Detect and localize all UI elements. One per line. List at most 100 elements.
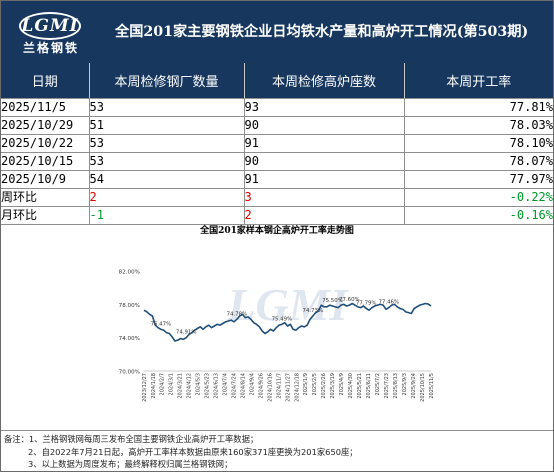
- cell-rate-change: -0.22%: [404, 188, 553, 207]
- cell-mills-change: -1: [89, 206, 245, 225]
- chart-watermark: LGMI: [226, 279, 349, 330]
- x-tick-label: 2025/3/19: [330, 373, 336, 399]
- x-tick-label: 2025/4/30: [348, 373, 354, 399]
- data-label: 75.50%: [322, 298, 343, 304]
- x-tick-label: 2025/2/5: [312, 373, 318, 395]
- x-tick-label: 2025/6/11: [366, 373, 372, 399]
- x-tick-label: 2024/4/12: [187, 373, 193, 399]
- x-tick-label: 2025/9/3: [402, 373, 408, 395]
- x-tick-label: 2024/11/7: [276, 373, 282, 399]
- y-tick-label: 82.00%: [119, 270, 140, 276]
- table-row: 2025/10/29 51 90 78.03%: [1, 116, 553, 135]
- cell-mills: 53: [89, 134, 245, 153]
- cell-furnaces-change: 2: [244, 206, 405, 225]
- cell-date: 2025/10/29: [1, 116, 90, 135]
- footnote-2: 2、自2022年7月21日起，高炉开工率样本数据由原来160家371座更换为20…: [28, 446, 358, 457]
- x-tick-label: 2024/5/23: [205, 373, 211, 399]
- cell-change-label: 月环比: [1, 206, 90, 225]
- data-label: 77.46%: [379, 300, 400, 306]
- cell-date: 2025/11/5: [1, 98, 90, 117]
- table-row: 2025/10/9 54 91 77.97%: [1, 170, 553, 189]
- cell-furnaces: 91: [244, 134, 405, 153]
- report-header: LGMI 兰格钢铁 全国201家主要钢铁企业日均铁水产量和高炉开工情况(第503…: [1, 1, 553, 63]
- column-header-rate: 本周开工率: [404, 63, 553, 99]
- report-title: 全国201家主要钢铁企业日均铁水产量和高炉开工情况(第503期): [115, 24, 529, 40]
- x-tick-label: 2025/7/2: [375, 373, 381, 395]
- cell-rate: 78.07%: [404, 152, 553, 171]
- cell-furnaces-change: 3: [244, 188, 405, 207]
- x-tick-label: 2024/8/14: [240, 373, 246, 399]
- cell-mills: 53: [89, 98, 245, 117]
- x-tick-label: 2024/7/24: [231, 373, 237, 399]
- blast-furnace-table: 日期 本周检修钢厂数量 本周检修高炉座数 本周开工率 2025/11/5 53 …: [1, 63, 553, 225]
- y-tick-label: 74.00%: [119, 336, 140, 342]
- x-tick-label: 2024/10/16: [267, 373, 273, 402]
- x-tick-label: 2023/12/27: [142, 373, 148, 402]
- chart-panel: 全国201家样本钢企高炉开工率走势图 LGMI 70.00% 74.00% 78.00…: [1, 213, 553, 427]
- cell-mills: 53: [89, 152, 245, 171]
- x-tick-label: 2024/2/7: [160, 373, 166, 395]
- data-label: 75.49%: [272, 316, 293, 322]
- cell-mills-change: 2: [89, 188, 245, 207]
- series-line: [143, 302, 432, 342]
- cell-rate: 77.81%: [404, 98, 553, 117]
- x-tick-label: 2024/7/4: [223, 373, 229, 395]
- x-tick-label: 2025/9/24: [411, 373, 417, 399]
- cell-furnaces: 90: [244, 116, 405, 135]
- data-label: 77.60%: [339, 297, 360, 303]
- cell-mills: 51: [89, 116, 245, 135]
- cell-mills: 54: [89, 170, 245, 189]
- cell-rate: 78.03%: [404, 116, 553, 135]
- cell-furnaces: 91: [244, 170, 405, 189]
- data-label: 77.81%: [424, 217, 445, 219]
- table-row: 2025/10/15 53 90 78.07%: [1, 152, 553, 171]
- cell-change-label: 周环比: [1, 188, 90, 207]
- logo-chinese-name: 兰格钢铁: [22, 41, 79, 55]
- footnote-3: 3、以上数据为周度发布；最终解释权归属兰格钢铁网；: [28, 459, 233, 469]
- y-tick-label: 70.00%: [119, 370, 140, 376]
- week-on-week-row: 周环比 2 3 -0.22%: [1, 188, 553, 207]
- month-on-month-row: 月环比 -1 2 -0.16%: [1, 206, 553, 225]
- cell-date: 2025/10/22: [1, 134, 90, 153]
- lgmi-logo: LGMI 兰格钢铁: [15, 10, 103, 56]
- x-tick-label: 2024/11/27: [285, 373, 291, 402]
- cell-rate-change: -0.16%: [404, 206, 553, 225]
- cell-date: 2025/10/15: [1, 152, 90, 171]
- x-tick-label: 2025/11/5: [429, 373, 435, 399]
- x-tick-label: 2025/10/15: [420, 373, 426, 402]
- footer-divider: [1, 430, 553, 431]
- data-label: 74.73%: [303, 308, 324, 314]
- table-header-row: 日期 本周检修钢厂数量 本周检修高炉座数 本周开工率: [1, 63, 553, 99]
- x-tick-label: 2024/9/26: [258, 373, 264, 399]
- x-tick-label: 2024/3/21: [178, 373, 184, 399]
- cell-rate: 77.97%: [404, 170, 553, 189]
- x-tick-label: 2024/6/13: [214, 373, 220, 399]
- data-label: 74.78%: [227, 311, 248, 317]
- data-label: 77.79%: [356, 301, 377, 307]
- y-tick-label: 78.00%: [119, 303, 140, 309]
- x-tick-label: 2024/9/4: [249, 373, 255, 395]
- x-tick-label: 2025/8/13: [393, 373, 399, 399]
- x-tick-label: 2025/4/9: [339, 373, 345, 395]
- x-tick-label: 2025/5/21: [357, 373, 363, 399]
- x-tick-label: 2025/2/26: [321, 373, 327, 399]
- chart-title: 全国201家样本钢企高炉开工率走势图: [200, 226, 354, 236]
- x-tick-label: 2024/5/3: [196, 373, 202, 395]
- data-label: 75.47%: [151, 321, 172, 327]
- table-row: 2025/10/22 53 91 78.10%: [1, 134, 553, 153]
- column-header-mills: 本周检修钢厂数量: [89, 63, 245, 99]
- cell-furnaces: 93: [244, 98, 405, 117]
- cell-furnaces: 90: [244, 152, 405, 171]
- logo-mark: LGMI: [19, 12, 81, 40]
- x-tick-label: 2024/12/18: [294, 373, 300, 402]
- cell-date: 2025/10/9: [1, 170, 90, 189]
- x-tick-label: 2024/1/18: [151, 373, 157, 399]
- cell-rate: 78.10%: [404, 134, 553, 153]
- footnotes: 备注：1、兰格钢铁网每周三发布全国主要钢铁企业高炉开工率数据； 2、自2022年…: [4, 433, 550, 471]
- x-tick-label: 2025/7/23: [384, 373, 390, 399]
- data-label: 74.91%: [176, 330, 197, 336]
- x-tick-label: 2024/3/1: [169, 373, 175, 395]
- column-header-date: 日期: [1, 63, 90, 99]
- footnote-1: 备注：1、兰格钢铁网每周三发布全国主要钢铁企业高炉开工率数据；: [4, 434, 259, 444]
